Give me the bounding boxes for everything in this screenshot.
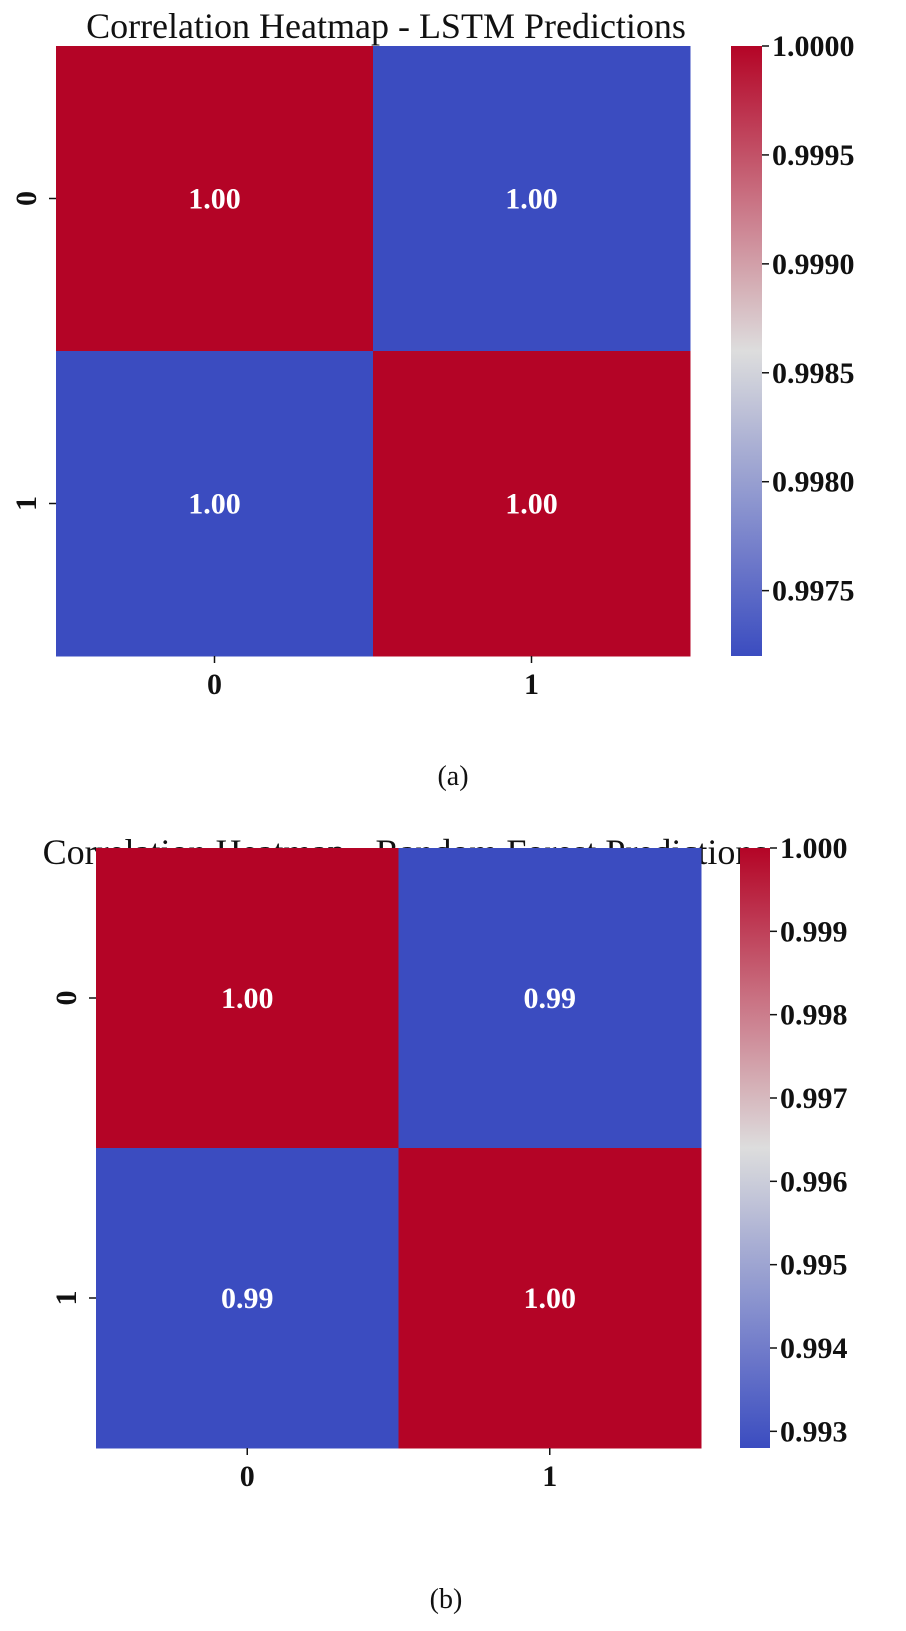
colorbar-tick-label: 0.9990 (772, 248, 855, 281)
heatmap-cell (373, 46, 691, 352)
y-tick-label: 0 (10, 191, 43, 206)
cell-value-label: 0.99 (524, 982, 577, 1015)
y-axis-lstm: 01 (10, 191, 56, 511)
colorbar-lstm: 1.0000 0.9995 0.9990 0.9985 0.9980 0.9975 (731, 30, 855, 656)
colorbar-tick-label: 0.9975 (772, 575, 855, 608)
colorbar-tick-label: 1.0000 (772, 30, 855, 63)
cell-value-label: 1.00 (524, 1282, 577, 1315)
caption-b: (b) (430, 1584, 463, 1615)
heatmap-cell (373, 351, 691, 657)
caption-a: (a) (437, 761, 468, 792)
x-tick-label: 1 (524, 668, 539, 701)
heatmap-cell (56, 351, 374, 657)
cell-value-label: 1.00 (188, 488, 241, 521)
colorbar-tick-label: 1.000 (780, 832, 848, 865)
cell-value-label: 1.00 (188, 183, 241, 216)
colorbar-tick-label: 0.9985 (772, 357, 855, 390)
colorbar-tick-label: 0.998 (780, 999, 848, 1032)
y-tick-label: 0 (50, 991, 83, 1006)
heatmap-cell (56, 46, 374, 352)
colorbar-tick-label: 0.993 (780, 1415, 848, 1448)
heatmap-cell (96, 1148, 399, 1449)
cell-value-label: 1.00 (505, 488, 558, 521)
cell-value-label: 1.00 (505, 183, 558, 216)
colorbar-tick-label: 0.994 (780, 1332, 848, 1365)
heatmap-cell (398, 848, 702, 1149)
heatmap-cells-lstm: 1.00 1.00 1.00 1.00 (56, 46, 691, 657)
colorbar-tick-label: 0.9980 (772, 466, 855, 499)
x-tick-label: 0 (240, 1460, 255, 1493)
cell-value-label: 0.99 (221, 1282, 274, 1315)
x-tick-label: 1 (542, 1460, 557, 1493)
colorbar-random-forest: 1.000 0.999 0.998 0.997 0.996 0.995 0.994 0.993 (740, 832, 848, 1448)
heatmap-cell (398, 1148, 702, 1449)
heatmap-random-forest: Correlation Heatmap - Random Forest Pred… (43, 832, 848, 1615)
colorbar-tick-label: 0.996 (780, 1165, 848, 1198)
colorbar-tick-label: 0.9995 (772, 139, 855, 172)
chart-title-lstm: Correlation Heatmap - LSTM Predictions (86, 6, 686, 46)
heatmap-cell (96, 848, 399, 1149)
colorbar-tick-label: 0.999 (780, 915, 848, 948)
colorbar-tick-label: 0.997 (780, 1082, 848, 1115)
y-tick-label: 1 (50, 1291, 83, 1306)
colorbar-gradient (731, 46, 762, 656)
y-tick-label: 1 (10, 496, 43, 511)
colorbar-tick-label: 0.995 (780, 1249, 848, 1282)
y-axis-random-forest: 01 (50, 991, 96, 1306)
colorbar-gradient (740, 848, 770, 1448)
cell-value-label: 1.00 (221, 982, 274, 1015)
x-tick-label: 0 (207, 668, 222, 701)
heatmap-cells-random-forest: 1.00 0.99 0.99 1.00 (96, 848, 702, 1449)
heatmap-lstm: Correlation Heatmap - LSTM Predictions 1… (10, 6, 855, 792)
